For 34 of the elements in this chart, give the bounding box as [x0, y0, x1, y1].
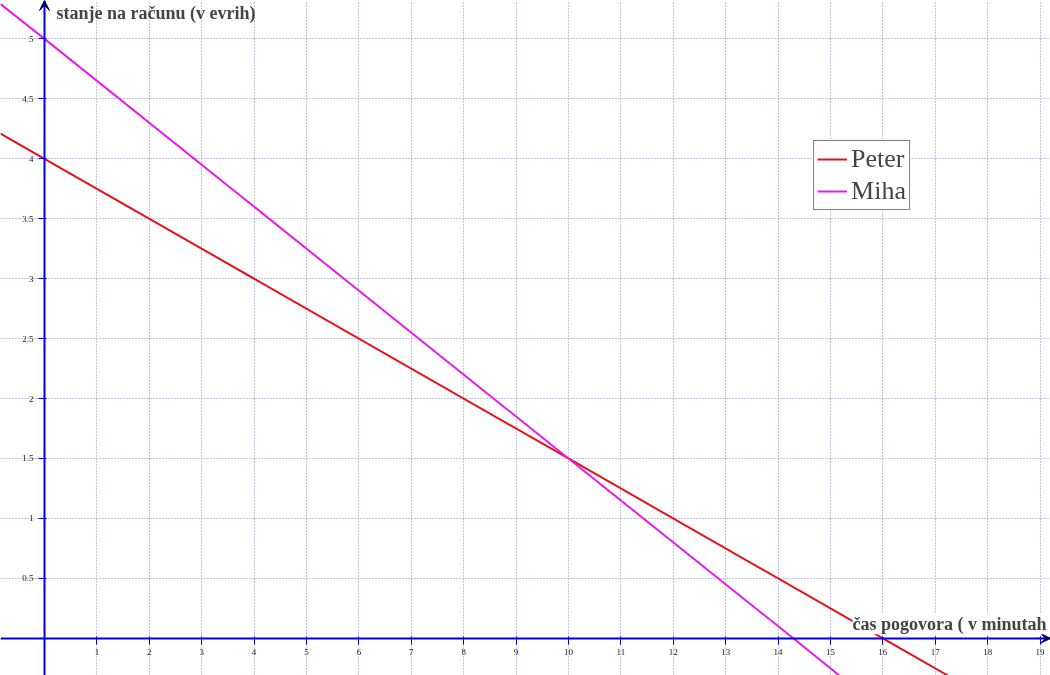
x-tick-label: 6: [356, 647, 362, 658]
y-axis-title: stanje na računu (v evrih): [56, 2, 256, 24]
x-tick-label: 15: [825, 647, 836, 658]
y-tick-label: 2.5: [22, 333, 35, 344]
x-tick-label: 18: [983, 647, 993, 658]
y-tick-label: 1.5: [22, 453, 35, 464]
y-tick-label: 5: [29, 33, 35, 44]
legend-label: Miha: [851, 176, 906, 206]
y-tick-label: 3: [29, 273, 35, 284]
legend-label: Peter: [851, 144, 905, 174]
y-tick-label: 1: [29, 513, 34, 524]
x-tick-label: 14: [773, 647, 784, 658]
x-tick-label: 12: [668, 647, 678, 658]
x-tick-label: 5: [304, 647, 310, 658]
x-tick-label: 13: [721, 647, 731, 658]
x-tick-label: 10: [563, 647, 574, 658]
x-tick-label: 3: [199, 647, 205, 658]
x-tick-label: 19: [1035, 647, 1046, 658]
x-tick-label: 9: [513, 647, 519, 658]
x-tick-label: 17: [930, 647, 941, 658]
y-tick-label: 4.5: [22, 93, 35, 104]
x-tick-label: 16: [878, 647, 888, 658]
x-tick-label: 7: [409, 647, 415, 658]
y-tick-label: 2: [29, 393, 34, 404]
x-tick-label: 8: [461, 647, 467, 658]
x-tick-label: 11: [616, 647, 626, 658]
x-tick-label: 2: [147, 647, 152, 658]
line-series: [0, 3, 841, 675]
y-tick-label: 3.5: [22, 213, 35, 224]
y-tick-label: 4: [29, 153, 35, 164]
y-tick-label: 0.5: [22, 573, 35, 584]
x-tick-label: 1: [94, 647, 100, 658]
x-tick-label: 4: [251, 647, 257, 658]
x-axis-title: čas pogovora ( v minutah: [852, 614, 1047, 636]
